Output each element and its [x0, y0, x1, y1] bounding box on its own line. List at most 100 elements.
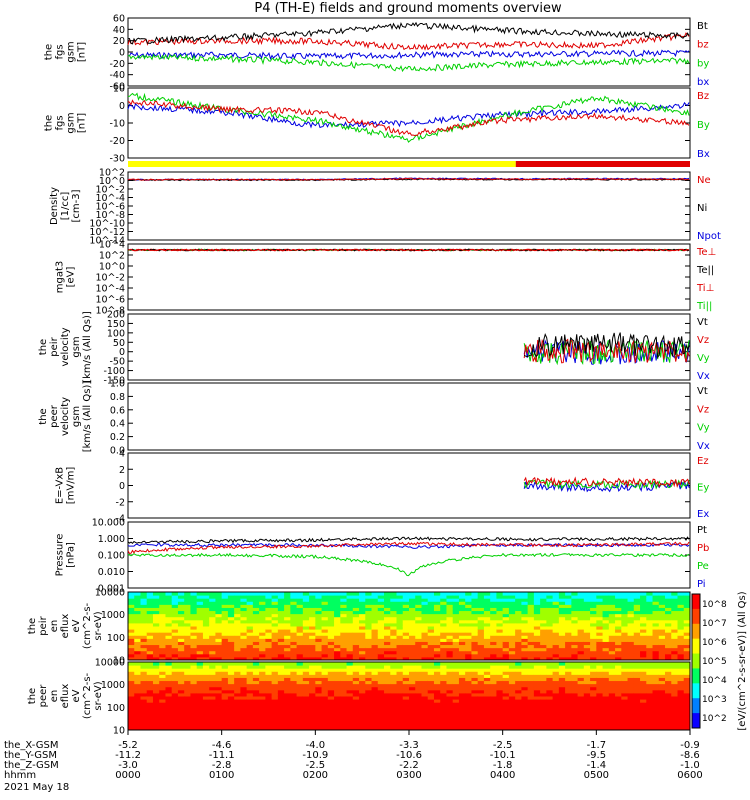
spectrogram-cell — [227, 720, 235, 725]
spectrogram-cell — [134, 598, 141, 602]
xaxis-date: 2021 May 18 — [4, 782, 69, 793]
y-tick-label: 0 — [119, 48, 125, 59]
ylabel-line: peir — [38, 615, 49, 635]
spectrogram-cell — [665, 662, 672, 666]
spectrogram-cell — [577, 671, 585, 675]
spectrogram-cell — [327, 613, 335, 618]
spectrogram-cell — [596, 665, 604, 669]
spectrogram-cell — [558, 696, 566, 700]
spectrogram-cell — [146, 656, 154, 661]
spectrogram-cell — [384, 607, 391, 612]
spectrogram-cell — [477, 689, 485, 694]
spectrogram-cell — [128, 689, 135, 694]
spectrogram-cell — [558, 641, 566, 646]
spectrogram-cell — [309, 680, 316, 685]
spectrogram-cell — [583, 696, 591, 700]
spectrogram-cell — [128, 653, 135, 658]
spectrogram-cell — [683, 683, 691, 688]
spectrogram-cell — [483, 726, 491, 731]
spectrogram-cell — [421, 726, 429, 731]
spectrogram-cell — [409, 677, 416, 682]
spectrogram-cell — [321, 677, 329, 682]
xaxis-value: -3.0 — [118, 760, 138, 771]
series-bz — [127, 99, 690, 137]
spectrogram-cell — [252, 702, 260, 706]
spectrogram-cell — [465, 668, 472, 672]
spectrogram-cell — [377, 696, 385, 700]
spectrogram-cell — [433, 686, 441, 691]
spectrogram-cell — [602, 662, 610, 666]
spectrogram-cell — [590, 674, 597, 678]
spectrogram-cell — [327, 699, 335, 703]
spectrogram-cell — [409, 668, 416, 672]
spectrogram-cell — [640, 656, 647, 661]
spectrogram-cell — [533, 619, 541, 624]
spectrogram-cell — [402, 708, 410, 712]
spectrogram-cell — [546, 726, 554, 731]
spectrogram-cell — [346, 677, 354, 682]
spectrogram-cell — [558, 708, 566, 712]
spectrogram-cell — [677, 689, 685, 694]
spectrogram-cell — [533, 622, 541, 627]
spectrogram-cell — [184, 723, 191, 728]
spectrogram-cell — [615, 662, 622, 666]
y-tick-label: 0.0 — [110, 446, 125, 457]
spectrogram-cell — [165, 702, 173, 706]
spectrogram-cell — [646, 638, 654, 642]
spectrogram-cell — [571, 662, 579, 666]
spectrogram-cell — [477, 619, 485, 624]
spectrogram-cell — [540, 686, 547, 691]
spectrogram-cell — [540, 705, 547, 709]
y-tick-label: 10^-10 — [89, 219, 125, 230]
spectrogram-cell — [683, 610, 691, 615]
spectrogram-cell — [390, 696, 398, 700]
spectrogram-cell — [558, 702, 566, 706]
spectrogram-cell — [602, 604, 610, 608]
spectrogram-cell — [159, 656, 166, 661]
spectrogram-cell — [296, 629, 304, 633]
spectrogram-cell — [146, 726, 154, 731]
spectrogram-cell — [309, 665, 316, 669]
spectrogram-cell — [202, 656, 210, 661]
spectrogram-cell — [184, 656, 191, 661]
spectrogram-cell — [134, 726, 141, 731]
spectrogram-cell — [152, 626, 160, 630]
spectrogram-cell — [677, 683, 685, 688]
spectrogram-cell — [633, 601, 641, 605]
spectrogram-cell — [565, 665, 572, 669]
spectrogram-cell — [277, 644, 285, 649]
spectrogram-cell — [277, 720, 285, 725]
spectrogram-cell — [377, 592, 385, 596]
spectrogram-cell — [658, 638, 666, 642]
spectrogram-cell — [259, 622, 266, 627]
spectrogram-cell — [565, 613, 572, 618]
spectrogram-cell — [271, 647, 279, 652]
spectrogram-cell — [665, 711, 672, 716]
spectrogram-cell — [527, 641, 535, 646]
spectrogram-cell — [359, 674, 366, 678]
spectrogram-cell — [240, 686, 248, 691]
spectrogram-cell — [309, 702, 316, 706]
spectrogram-cell — [433, 650, 441, 655]
spectrogram-cell — [427, 692, 435, 697]
spectrogram-cell — [327, 717, 335, 722]
spectrogram-cell — [359, 656, 366, 661]
spectrogram-cell — [221, 723, 229, 728]
spectrogram-cell — [533, 638, 541, 642]
spectrogram-cell — [177, 641, 185, 646]
spectrogram-cell — [252, 711, 260, 716]
spectrogram-cell — [128, 683, 135, 688]
spectrogram-cell — [190, 668, 198, 672]
spectrogram-cell — [409, 674, 416, 678]
spectrogram-cell — [309, 686, 316, 691]
spectrogram-cell — [327, 644, 335, 649]
spectrogram-cell — [152, 686, 160, 691]
spectrogram-cell — [340, 641, 348, 646]
spectrogram-cell — [165, 711, 173, 716]
spectrogram-cell — [384, 604, 391, 608]
spectrogram-cell — [621, 656, 629, 661]
spectrogram-cell — [608, 726, 616, 731]
spectrogram-cell — [502, 598, 510, 602]
spectrogram-cell — [371, 635, 379, 639]
spectrogram-cell — [221, 671, 229, 675]
